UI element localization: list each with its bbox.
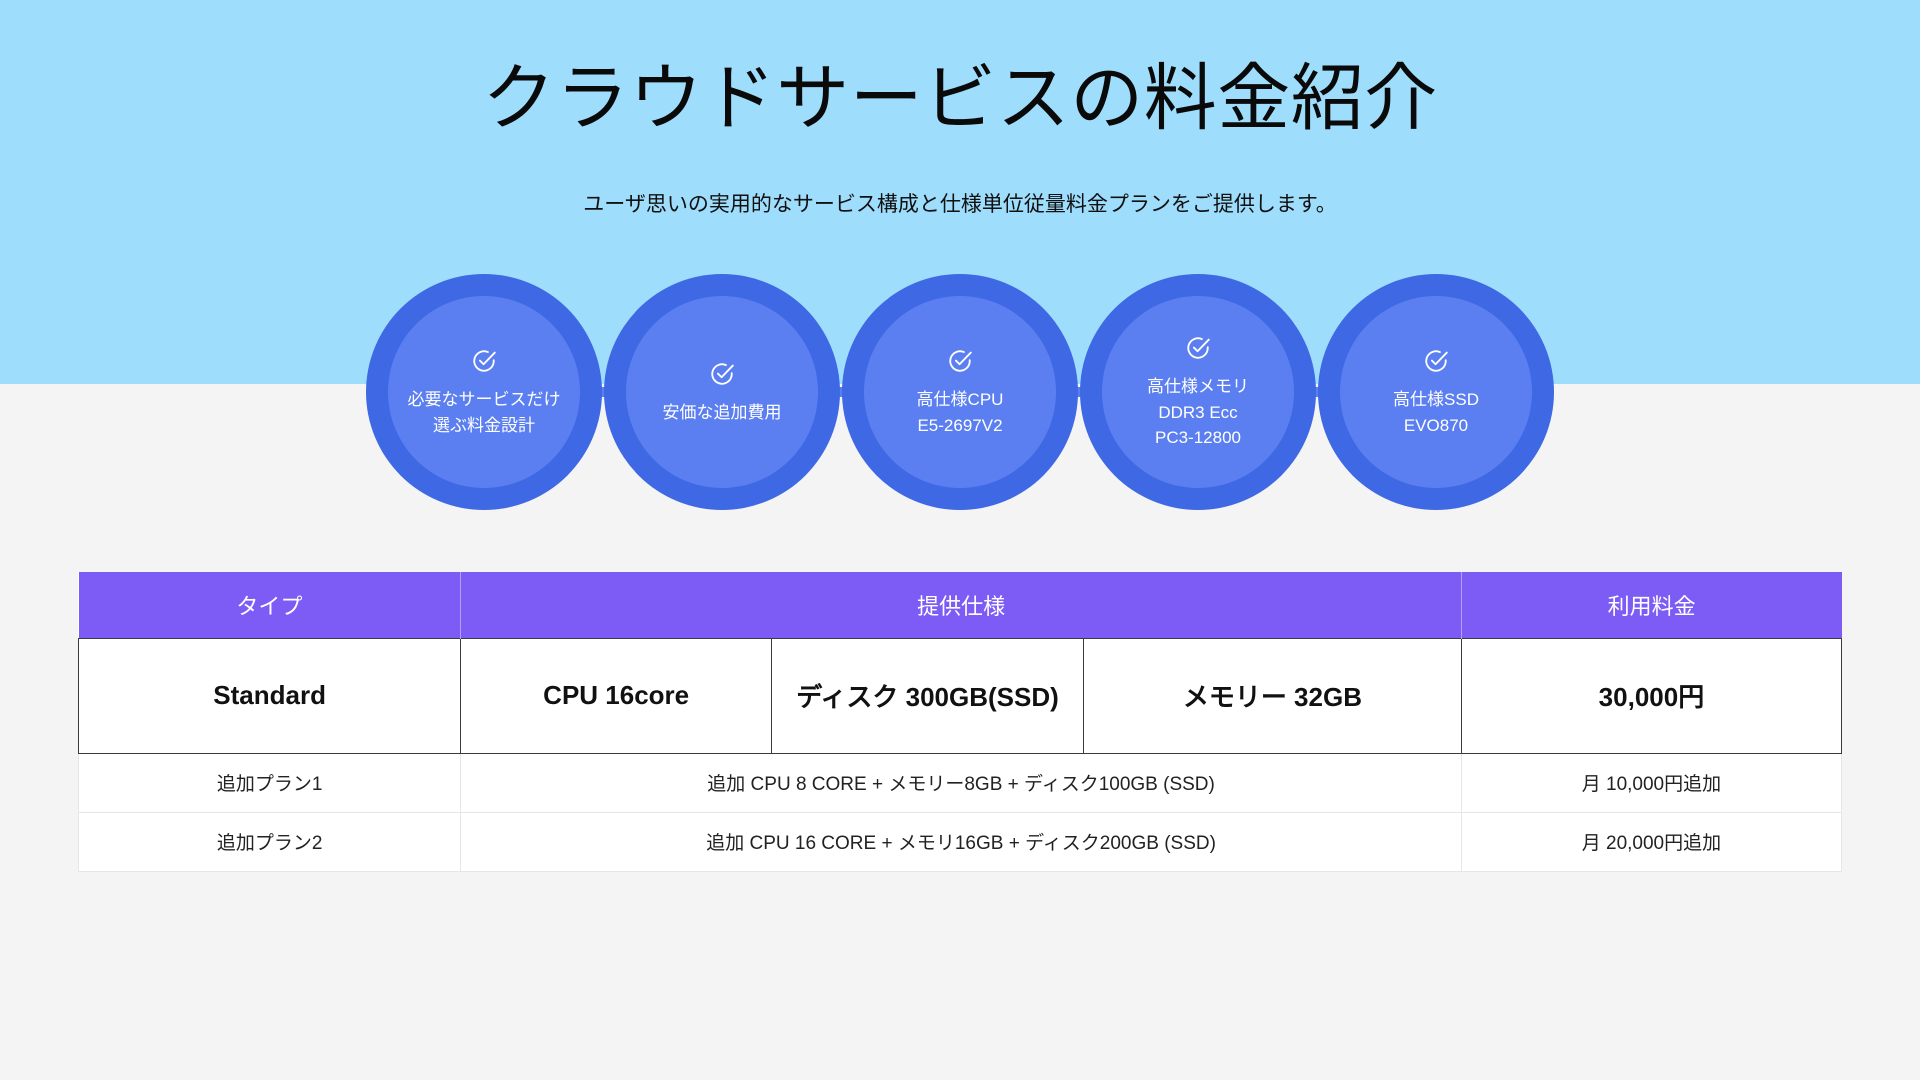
cell-standard-memory: メモリー 32GB [1082, 637, 1462, 754]
cell-standard-type: Standard [77, 637, 462, 754]
cell-addon-2-price: 月 20,000円追加 [1460, 811, 1843, 872]
table-row-addon-2: 追加プラン2 追加 CPU 16 CORE + メモリ16GB + ディスク20… [77, 811, 1843, 872]
feature-circle-4-inner: 高仕様メモリ DDR3 Ecc PC3-12800 [1102, 296, 1294, 488]
check-circle-icon [1187, 337, 1210, 359]
feature-circle-3-line-1: 高仕様CPU [916, 389, 1004, 409]
cell-standard-disk: ディスク 300GB(SSD) [771, 637, 1084, 754]
pricing-table-container: タイプ 提供仕様 利用料金 Standard CPU 16core ディスク 3… [77, 572, 1843, 872]
check-circle-icon [949, 350, 972, 372]
cell-addon-1-spec: 追加 CPU 8 CORE + メモリー8GB + ディスク100GB (SSD… [460, 753, 1462, 813]
feature-circle-3-inner: 高仕様CPU E5-2697V2 [864, 296, 1056, 488]
feature-circle-1-inner: 必要なサービスだけ 選ぶ料金設計 [388, 296, 580, 488]
page-title: クラウドサービスの料金紹介 [482, 58, 1438, 139]
cell-addon-2-type: 追加プラン2 [77, 811, 462, 872]
feature-circle-5[interactable]: 高仕様SSD EVO870 [1318, 274, 1554, 510]
feature-circle-4[interactable]: 高仕様メモリ DDR3 Ecc PC3-12800 [1080, 274, 1316, 510]
pricing-table: タイプ 提供仕様 利用料金 Standard CPU 16core ディスク 3… [77, 572, 1843, 872]
cell-addon-1-price: 月 10,000円追加 [1460, 753, 1843, 813]
cell-standard-price: 30,000円 [1460, 637, 1843, 754]
page-subtitle: ユーザ思いの実用的なサービス構成と仕様単位従量料金プランをご提供します。 [583, 193, 1337, 216]
feature-circle-1-line-2: 選ぶ料金設計 [433, 415, 535, 435]
feature-circle-3-line-2: E5-2697V2 [917, 415, 1003, 435]
check-circle-icon [473, 350, 496, 372]
connector-3 [1050, 387, 1108, 397]
connector-2 [812, 387, 870, 397]
column-header-price: 利用料金 [1461, 572, 1842, 638]
feature-circle-4-line-1: 高仕様メモリ [1147, 376, 1249, 396]
feature-circle-4-line-3: PC3-12800 [1154, 428, 1241, 448]
feature-circle-list: 必要なサービスだけ 選ぶ料金設計 安価な追加費用 高仕様CPU E5-2697V… [0, 267, 1920, 517]
check-circle-icon [711, 362, 734, 385]
table-row-addon-1: 追加プラン1 追加 CPU 8 CORE + メモリー8GB + ディスク100… [77, 753, 1843, 813]
cell-standard-cpu: CPU 16core [460, 637, 773, 754]
feature-circle-2-line-1: 安価な追加費用 [662, 402, 782, 422]
feature-circle-5-line-1: 高仕様SSD [1393, 389, 1479, 409]
feature-circle-2[interactable]: 安価な追加費用 [604, 274, 840, 510]
cell-addon-2-spec: 追加 CPU 16 CORE + メモリ16GB + ディスク200GB (SS… [460, 811, 1462, 872]
table-header-row: タイプ 提供仕様 利用料金 [78, 572, 1842, 638]
feature-circle-1[interactable]: 必要なサービスだけ 選ぶ料金設計 [366, 274, 602, 510]
connector-1 [574, 387, 632, 397]
table-row-standard: Standard CPU 16core ディスク 300GB(SSD) メモリー… [77, 637, 1843, 754]
feature-circle-4-line-2: DDR3 Ecc [1158, 402, 1238, 422]
feature-circle-5-line-2: EVO870 [1403, 415, 1469, 435]
feature-circle-1-line-1: 必要なサービスだけ [407, 389, 561, 409]
check-circle-icon [1425, 350, 1448, 372]
cell-addon-1-type: 追加プラン1 [77, 753, 462, 813]
feature-circle-2-inner: 安価な追加費用 [626, 296, 818, 488]
connector-4 [1288, 387, 1346, 397]
column-header-type: タイプ [78, 572, 462, 638]
feature-circle-3[interactable]: 高仕様CPU E5-2697V2 [842, 274, 1078, 510]
column-header-spec: 提供仕様 [460, 572, 1462, 638]
feature-circle-5-inner: 高仕様SSD EVO870 [1340, 296, 1532, 488]
